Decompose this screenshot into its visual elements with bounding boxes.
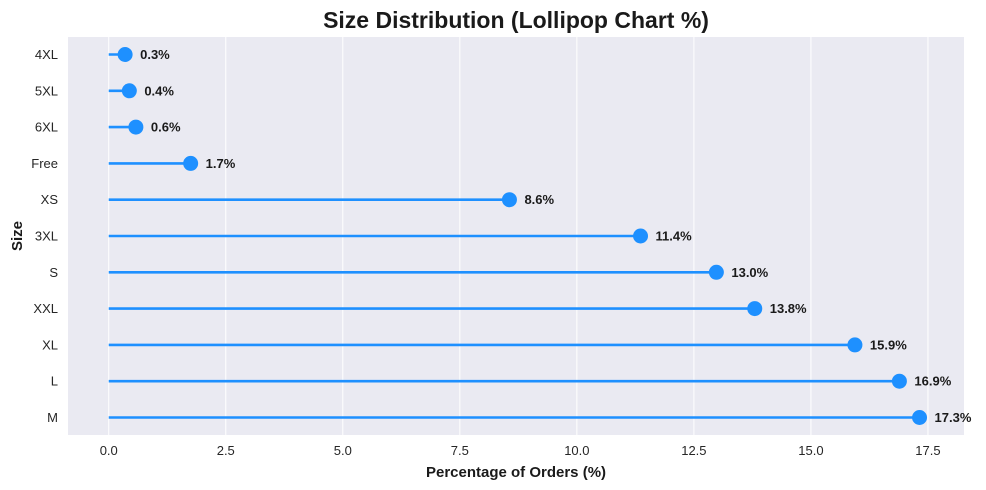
y-tick-label: S xyxy=(49,265,58,280)
data-label: 13.8% xyxy=(770,301,807,316)
data-label: 16.9% xyxy=(914,374,951,389)
lollipop-marker xyxy=(117,47,133,62)
y-tick-label: XL xyxy=(42,337,58,352)
x-tick-label: 0.0 xyxy=(100,443,118,458)
lollipop-markers xyxy=(117,47,928,425)
x-tick-label: 5.0 xyxy=(334,443,352,458)
y-axis-label: Size xyxy=(9,221,26,251)
y-tick-label: 6XL xyxy=(35,120,58,135)
x-axis-label: Percentage of Orders (%) xyxy=(426,464,606,481)
lollipop-marker xyxy=(633,228,649,244)
x-tick-label: 15.0 xyxy=(798,443,823,458)
y-tick-label: XXL xyxy=(33,301,58,316)
y-tick-label: 5XL xyxy=(35,83,58,98)
data-label: 1.7% xyxy=(206,156,236,171)
data-label: 17.3% xyxy=(935,410,972,425)
x-tick-label: 17.5 xyxy=(915,443,940,458)
lollipop-marker xyxy=(121,83,137,99)
lollipop-marker xyxy=(128,119,144,135)
data-label: 0.4% xyxy=(144,83,174,98)
x-tick-label: 10.0 xyxy=(564,443,589,458)
x-tick-label: 12.5 xyxy=(681,443,706,458)
x-tick-label: 2.5 xyxy=(217,443,235,458)
lollipop-marker xyxy=(747,301,763,317)
data-label: 0.3% xyxy=(140,47,170,62)
lollipop-marker xyxy=(912,410,928,425)
y-tick-label: L xyxy=(51,374,58,389)
data-label: 13.0% xyxy=(731,265,768,280)
data-label: 11.4% xyxy=(656,229,693,244)
lollipop-marker xyxy=(183,155,199,171)
y-tick-label: Free xyxy=(31,156,58,171)
y-tick-label: XS xyxy=(41,192,59,207)
y-tick-label: 4XL xyxy=(35,47,58,62)
lollipop-marker xyxy=(708,264,724,280)
data-label: 8.6% xyxy=(524,192,554,207)
lollipop-marker xyxy=(847,337,863,353)
data-label: 15.9% xyxy=(870,337,907,352)
y-tick-label: M xyxy=(47,410,58,425)
y-tick-labels: 4XL 5XL 6XL Free XS 3XL S XXL XL L M xyxy=(31,47,58,425)
y-tick-label: 3XL xyxy=(35,229,58,244)
lollipop-marker xyxy=(891,373,907,389)
chart-title: Size Distribution (Lollipop Chart %) xyxy=(323,7,709,33)
data-labels: 0.3% 0.4% 0.6% 1.7% 8.6% 11.4% 13.0% 13.8% 15.9%… xyxy=(140,47,972,425)
data-label: 0.6% xyxy=(151,120,181,135)
x-tick-labels: 0.0 2.5 5.0 7.5 10.0 12.5 15.0 17.5 xyxy=(100,443,941,458)
x-tick-label: 7.5 xyxy=(451,443,469,458)
lollipop-marker xyxy=(501,192,517,208)
